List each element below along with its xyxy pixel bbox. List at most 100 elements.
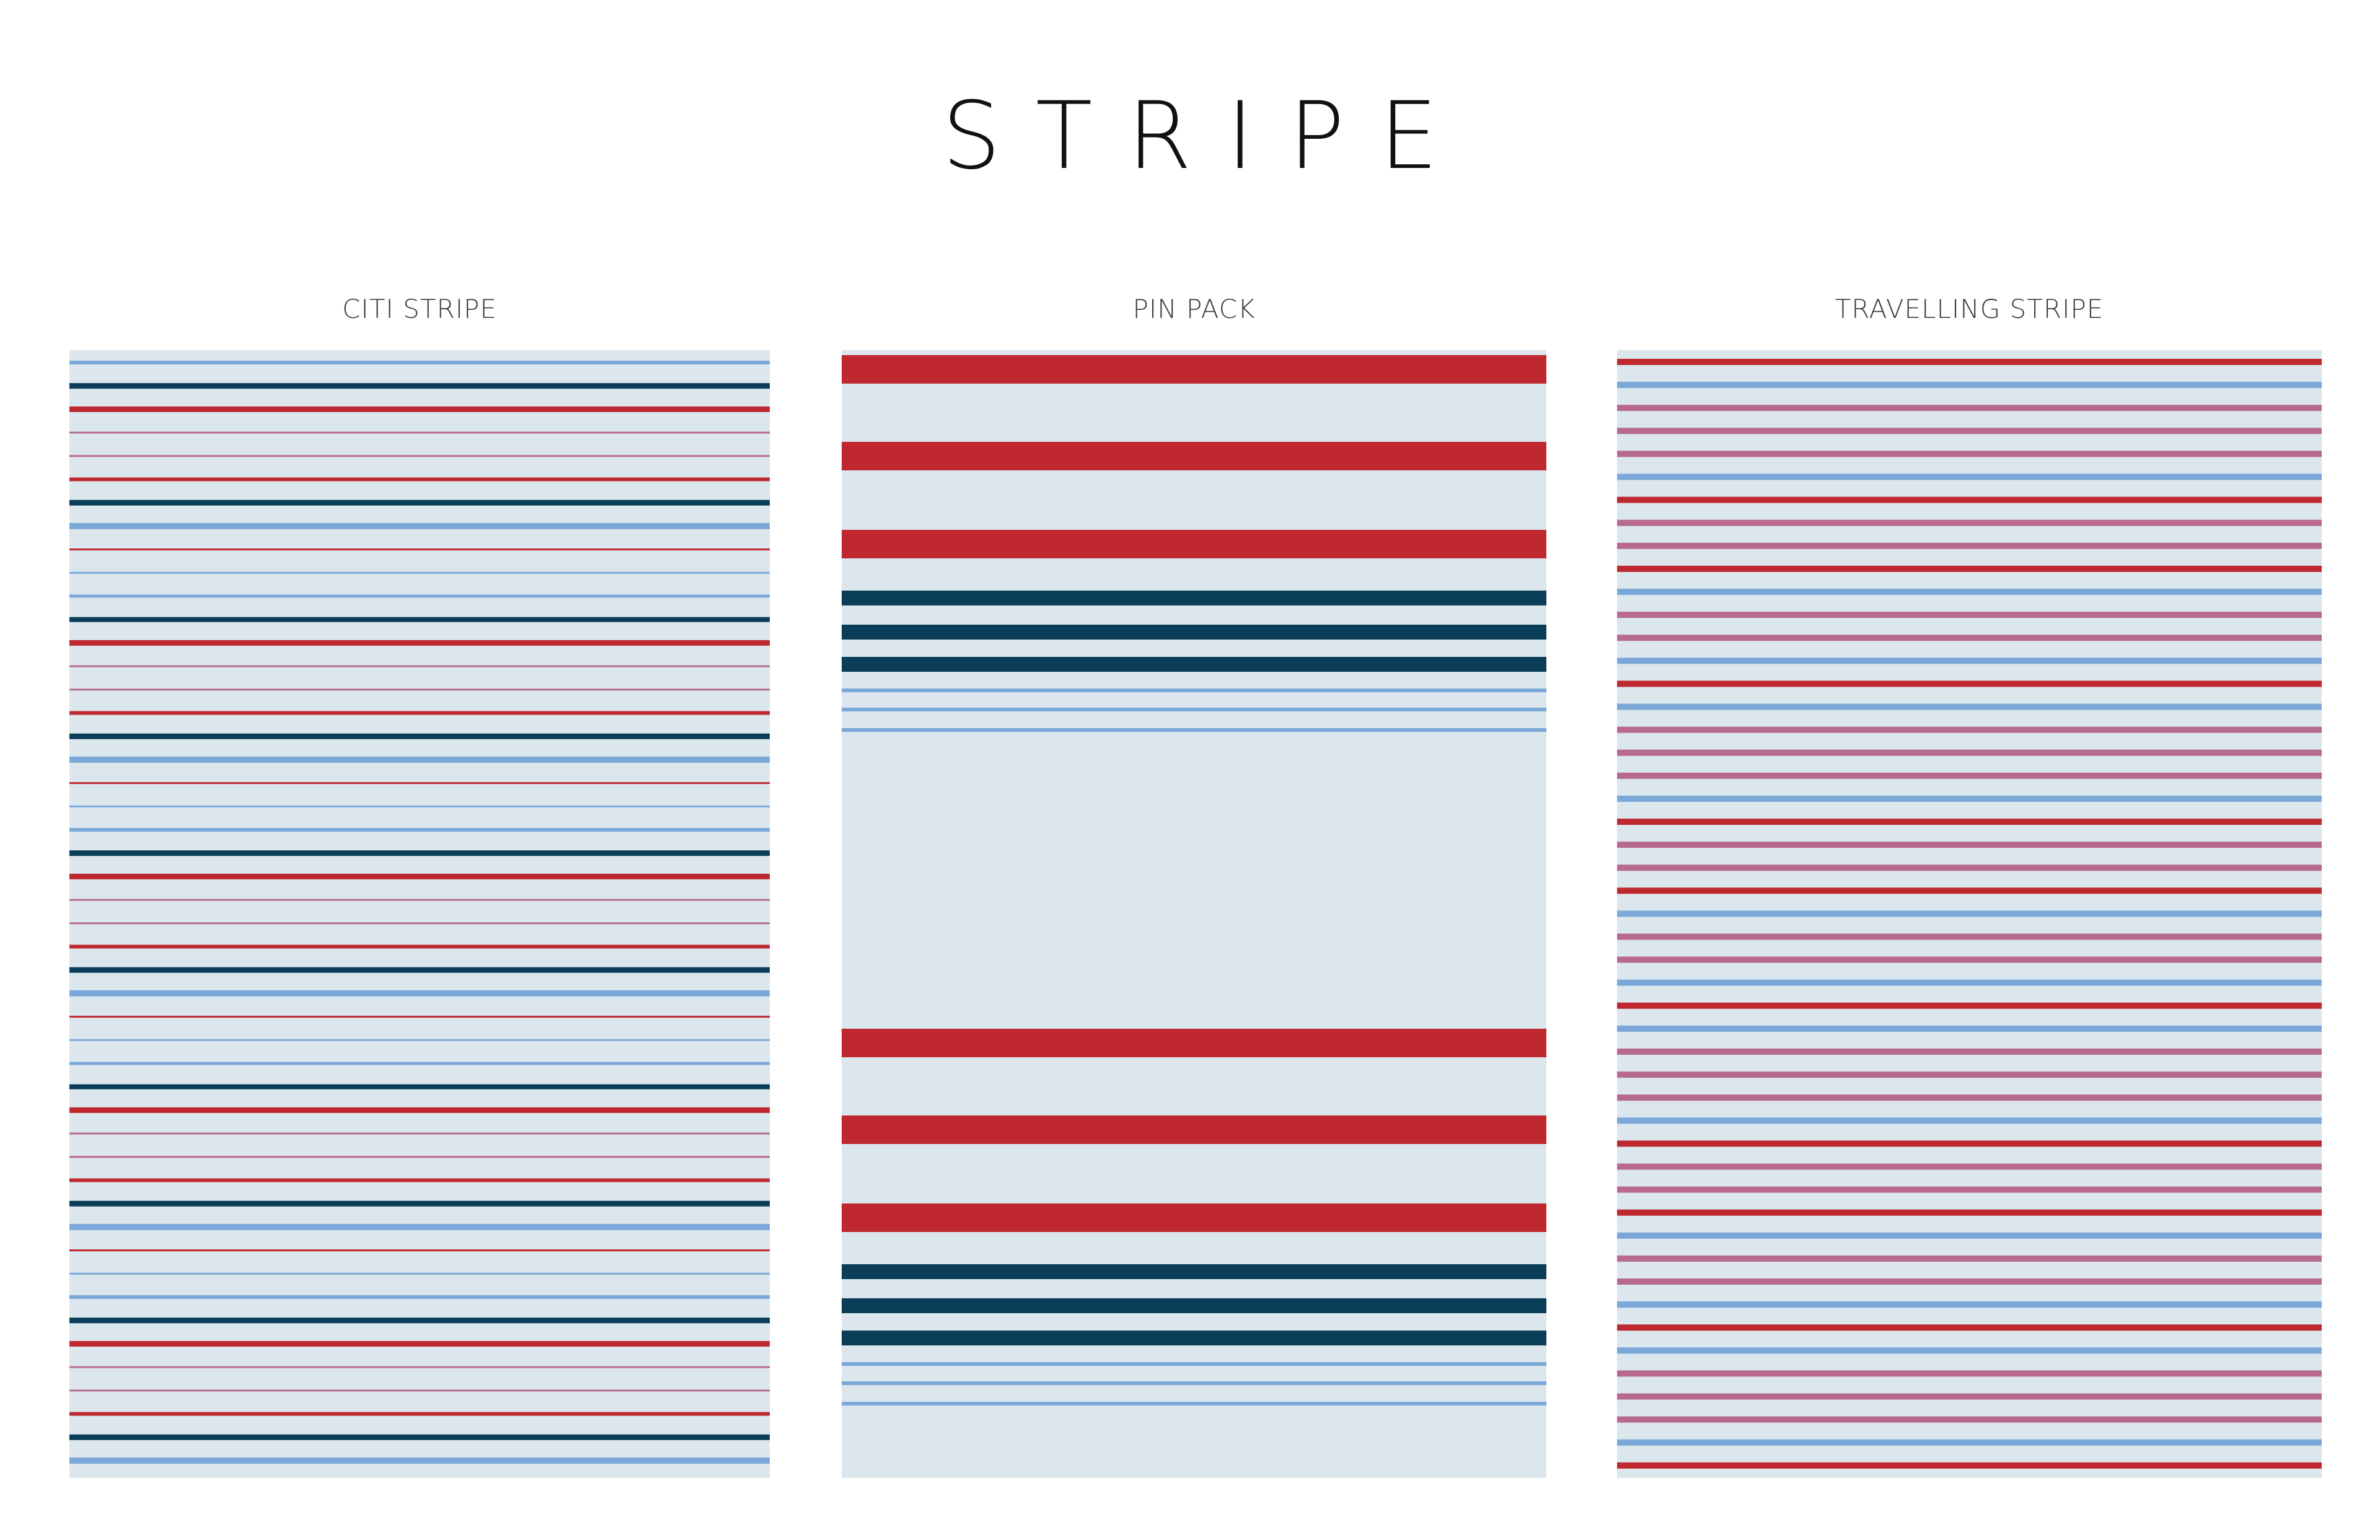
citi-stripe-line <box>69 1389 770 1392</box>
citi-stripe-line <box>69 499 770 506</box>
travelling-stripe-line <box>1617 1163 2322 1170</box>
travelling-stripe-line <box>1617 1278 2322 1285</box>
travelling-stripe-line <box>1617 887 2322 894</box>
citi-stripe-line <box>69 1084 770 1089</box>
pin-pack-red-band <box>842 355 1546 384</box>
citi-stripe-line <box>69 1434 770 1440</box>
travelling-stripe-line <box>1617 1462 2322 1469</box>
citi-stripe-line <box>69 1318 770 1324</box>
travelling-stripe-line <box>1617 589 2322 595</box>
pin-pack-red-band <box>842 530 1546 558</box>
citi-stripe-line <box>69 1156 770 1158</box>
travelling-stripe-line <box>1617 703 2322 710</box>
citi-stripe-line <box>69 455 770 457</box>
travelling-stripe-line <box>1617 1393 2322 1400</box>
pin-pack-blue-line <box>842 1362 1546 1366</box>
travelling-stripe-line <box>1617 726 2322 733</box>
pin-pack-navy-band <box>842 657 1546 672</box>
travelling-stripe-line <box>1617 1140 2322 1147</box>
pin-pack-navy-band <box>842 591 1546 605</box>
citi-stripe-line <box>69 361 770 364</box>
pin-pack-swatch <box>842 350 1546 1478</box>
citi-stripe-swatch <box>69 350 770 1478</box>
citi-stripe-line <box>69 1457 770 1464</box>
travelling-stripe-line <box>1617 1049 2322 1055</box>
citi-stripe-line <box>69 1200 770 1207</box>
travelling-stripe-line <box>1617 359 2322 365</box>
travelling-stripe-swatch <box>1617 350 2322 1478</box>
travelling-stripe-line <box>1617 1071 2322 1078</box>
citi-stripe-line <box>69 594 770 598</box>
citi-stripe-line <box>69 477 770 482</box>
travelling-stripe-line <box>1617 1324 2322 1331</box>
travelling-stripe-line <box>1617 1186 2322 1193</box>
citi-stripe-line <box>69 1223 770 1230</box>
pin-pack-blue-line <box>842 708 1546 711</box>
travelling-stripe-label: TRAVELLING STRIPE <box>1835 294 2104 324</box>
travelling-stripe-line <box>1617 612 2322 618</box>
citi-stripe-line <box>69 990 770 997</box>
travelling-stripe-line <box>1617 496 2322 503</box>
citi-stripe-line <box>69 922 770 925</box>
pin-pack-red-band <box>842 442 1546 470</box>
travelling-stripe-line <box>1617 1094 2322 1101</box>
citi-stripe-line <box>69 689 770 691</box>
travelling-stripe-line <box>1617 658 2322 664</box>
travelling-stripe-line <box>1617 519 2322 526</box>
travelling-stripe-line <box>1617 1370 2322 1377</box>
travelling-stripe-pattern <box>1617 359 2322 1469</box>
page-title: STRIPE <box>941 82 1473 190</box>
citi-stripe-line <box>69 640 770 646</box>
pin-pack-red-band <box>842 1203 1546 1232</box>
citi-stripe-line <box>69 548 770 551</box>
citi-stripe-line <box>69 899 770 901</box>
citi-stripe-line <box>69 431 770 434</box>
citi-stripe-line <box>69 1366 770 1368</box>
citi-stripe-line <box>69 1132 770 1135</box>
pin-pack-navy-band <box>842 625 1546 640</box>
citi-stripe-label: CITI STRIPE <box>342 294 497 324</box>
citi-stripe-pattern <box>69 361 770 1464</box>
pin-pack-blue-line <box>842 728 1546 732</box>
travelling-stripe-line <box>1617 795 2322 802</box>
citi-stripe-line <box>69 1107 770 1113</box>
travelling-stripe-line <box>1617 1117 2322 1124</box>
travelling-stripe-line <box>1617 405 2322 411</box>
travelling-stripe-line <box>1617 565 2322 572</box>
pin-pack-navy-band <box>842 1264 1546 1279</box>
travelling-stripe-line <box>1617 933 2322 940</box>
pin-pack-label: PIN PACK <box>1132 294 1256 324</box>
citi-stripe-line <box>69 711 770 715</box>
citi-stripe-line <box>69 733 770 739</box>
travelling-stripe-line <box>1617 1209 2322 1216</box>
travelling-stripe-line <box>1617 749 2322 756</box>
citi-stripe-line <box>69 383 770 389</box>
citi-stripe-line <box>69 617 770 622</box>
citi-stripe-line <box>69 1249 770 1252</box>
travelling-stripe-line <box>1617 1439 2322 1446</box>
citi-stripe-line <box>69 1016 770 1018</box>
pin-pack-blue-line <box>842 1402 1546 1406</box>
pin-pack-navy-band <box>842 1331 1546 1345</box>
citi-stripe-line <box>69 828 770 832</box>
citi-stripe-line <box>69 1272 770 1275</box>
pin-pack-blue-line <box>842 689 1546 692</box>
travelling-stripe-line <box>1617 428 2322 434</box>
citi-stripe-line <box>69 1340 770 1347</box>
citi-stripe-line <box>69 1412 770 1416</box>
citi-stripe-line <box>69 1178 770 1182</box>
travelling-stripe-line <box>1617 473 2322 480</box>
travelling-stripe-line <box>1617 451 2322 457</box>
travelling-stripe-line <box>1617 910 2322 917</box>
citi-stripe-line <box>69 756 770 763</box>
travelling-stripe-line <box>1617 842 2322 848</box>
travelling-stripe-line <box>1617 772 2322 779</box>
citi-stripe-line <box>69 873 770 879</box>
travelling-stripe-line <box>1617 819 2322 825</box>
travelling-stripe-line <box>1617 979 2322 986</box>
citi-stripe-line <box>69 805 770 807</box>
pin-pack-red-band <box>842 1029 1546 1057</box>
pin-pack-pattern <box>842 355 1546 1406</box>
travelling-stripe-line <box>1617 956 2322 963</box>
citi-stripe-line <box>69 665 770 667</box>
